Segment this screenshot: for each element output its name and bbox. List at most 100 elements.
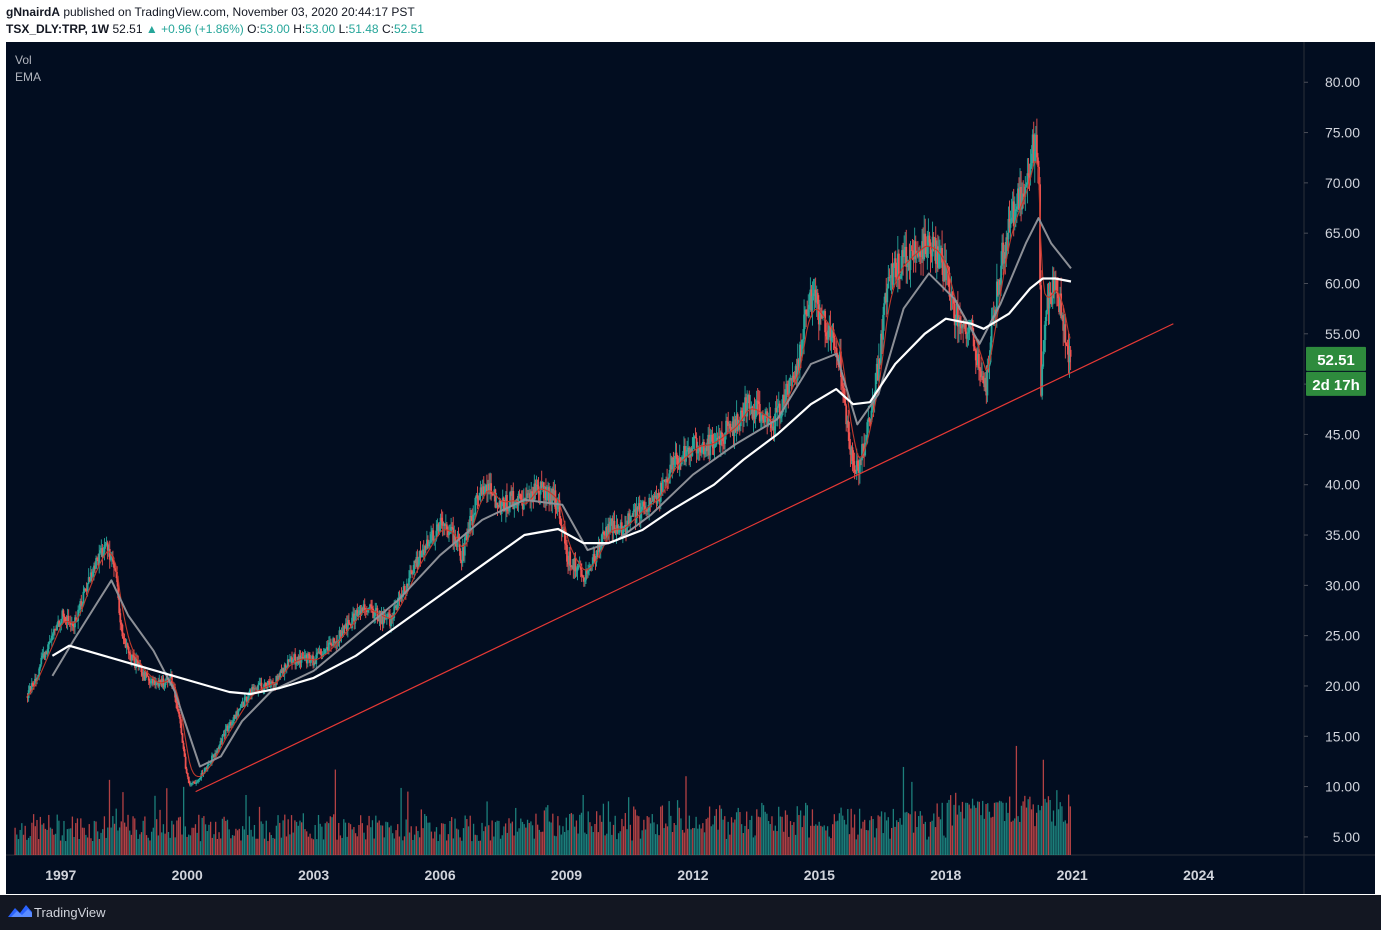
volume-bar (85, 834, 87, 855)
candle-body (428, 543, 430, 547)
candle-body (836, 354, 839, 356)
candle-body (549, 491, 552, 504)
volume-bar (725, 838, 728, 855)
price-change: ▲ +0.96 (+1.86%) (145, 22, 244, 36)
candle-body (857, 466, 860, 473)
volume-bar (707, 817, 709, 855)
candle-body (756, 400, 759, 402)
volume-bar (658, 835, 660, 855)
candle-body (747, 394, 750, 403)
candle-body (845, 405, 848, 425)
last-price-tag-label: 52.51 (1317, 352, 1355, 369)
candle-body (926, 246, 929, 257)
volume-bar (21, 823, 23, 855)
candle-body (551, 488, 554, 503)
volume-bar (472, 823, 475, 855)
volume-bar (434, 831, 436, 855)
candle-body (734, 419, 737, 432)
candle-body (636, 507, 639, 510)
candle-body (146, 675, 149, 677)
candle-body (601, 531, 604, 535)
volume-bar (488, 825, 490, 855)
volume-bar (331, 817, 333, 855)
legend-ema[interactable]: EMA (15, 70, 42, 84)
candle-body (588, 570, 591, 572)
tradingview-brand[interactable]: TradingView (34, 905, 106, 920)
volume-bar (676, 800, 679, 855)
volume-bar (442, 823, 444, 855)
high-label: H: (293, 22, 306, 36)
candle-body (126, 643, 129, 648)
volume-bar (150, 831, 153, 855)
volume-bar (826, 826, 829, 855)
volume-bar (993, 802, 996, 855)
volume-bar (799, 810, 802, 855)
candle-body (420, 553, 423, 558)
candle-body (318, 651, 321, 654)
volume-bar (226, 819, 229, 855)
candle-body (967, 332, 970, 334)
time-axis-label: 2003 (298, 867, 329, 883)
volume-bar (395, 830, 397, 855)
volume-bar (233, 835, 235, 855)
candle-body (507, 510, 509, 511)
price-chart[interactable]: 5.0010.0015.0020.0025.0030.0035.0040.004… (6, 42, 1375, 894)
volume-bar (98, 838, 101, 855)
volume-bar (579, 814, 581, 855)
volume-bar (122, 792, 124, 855)
volume-bar (722, 819, 724, 855)
volume-bar (1064, 820, 1066, 855)
chart-panel[interactable]: 5.00 10.00 15.00 20.00 25.00 30.00 35.00 40.00 4… (6, 42, 1375, 894)
candle-body (639, 509, 642, 519)
volume-bar (535, 813, 537, 855)
volume-bar (174, 837, 176, 855)
candle-body (43, 653, 46, 658)
candle-body (319, 651, 322, 655)
candle-body (753, 410, 756, 419)
candle-body (407, 583, 409, 586)
volume-bar (749, 819, 751, 855)
volume-bar (110, 827, 112, 855)
volume-bar (1054, 825, 1056, 855)
candle-body (1018, 188, 1020, 210)
legend-vol[interactable]: Vol (15, 53, 32, 67)
candle-body (523, 498, 526, 499)
tradingview-logo-icon[interactable] (8, 903, 32, 919)
candle-body (539, 482, 542, 495)
volume-bar (928, 836, 930, 855)
candle-body (648, 497, 651, 511)
volume-bar (402, 840, 404, 855)
publisher-name[interactable]: gNnairdA (6, 5, 60, 19)
candle-body (550, 491, 553, 503)
candle-body (943, 260, 946, 282)
volume-bar (946, 802, 948, 855)
candle-body (1059, 293, 1061, 313)
volume-bar (88, 824, 90, 855)
candle-body (47, 642, 50, 649)
symbol-name[interactable]: TSX_DLY:TRP (6, 22, 85, 36)
candle-body (1051, 278, 1054, 305)
volume-bar (51, 828, 53, 855)
candle-body (251, 687, 253, 696)
volume-bar (995, 802, 997, 855)
candle-body (745, 397, 748, 417)
candle-body (349, 623, 351, 625)
volume-bar (427, 822, 429, 855)
volume-bar (184, 826, 186, 855)
volume-bar (223, 816, 225, 855)
candle-body (187, 776, 190, 784)
candle-body (473, 514, 476, 516)
ema-short-line (26, 161, 1071, 778)
candle-body (640, 506, 643, 510)
volume-bar (196, 832, 198, 855)
candle-body (962, 324, 965, 327)
candle-body (76, 620, 78, 622)
volume-bar (985, 804, 987, 855)
candle-body (94, 565, 96, 569)
candle-body (256, 688, 259, 692)
candle-body (491, 493, 494, 495)
candle-body (883, 303, 886, 315)
volume-bar (366, 825, 369, 855)
candle-body (129, 654, 132, 661)
volume-bar (531, 825, 534, 855)
